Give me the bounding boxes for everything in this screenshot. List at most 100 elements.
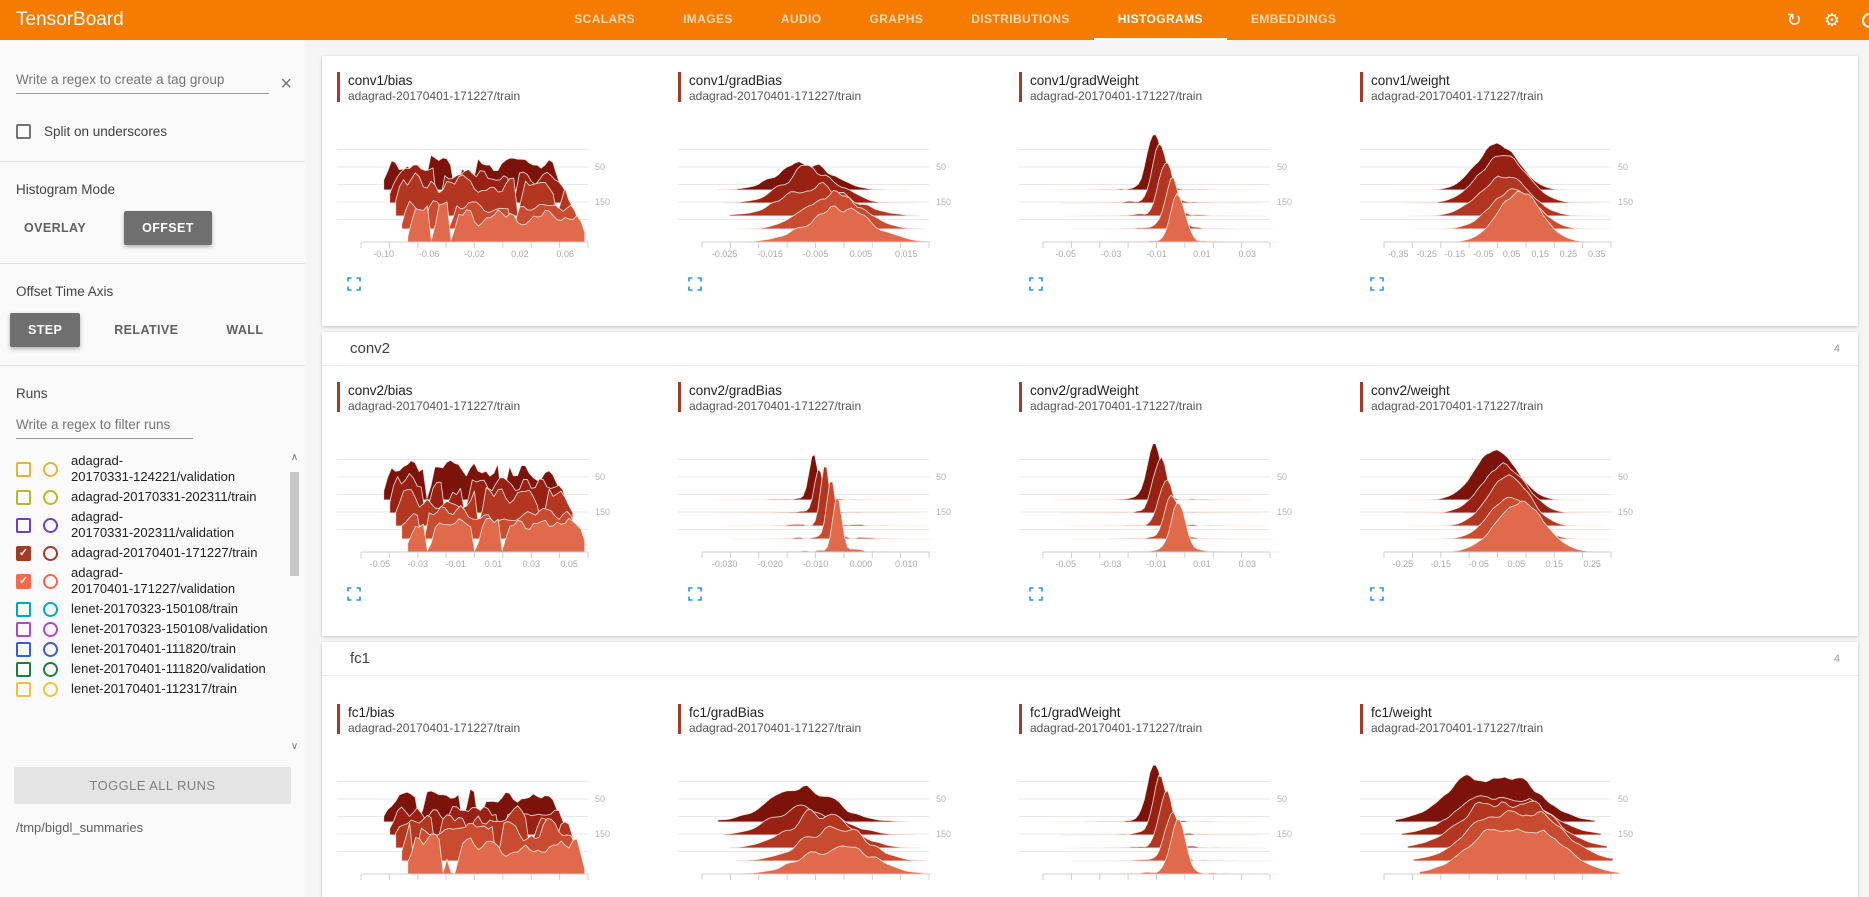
- scroll-down-icon[interactable]: ∨: [290, 741, 299, 752]
- run-color-circle: [43, 461, 58, 477]
- run-accent-bar: [678, 72, 681, 102]
- histogram-plot[interactable]: 50 150 -0.05 -0.03 -0.01 0.01 0.03: [1019, 428, 1360, 581]
- histogram-plot[interactable]: 50 150: [337, 750, 678, 897]
- run-item[interactable]: lenet-20170401-112317/train: [16, 681, 271, 697]
- histogram-plot[interactable]: 50 150 -0.10 -0.06 -0.02 0.02 0.06: [337, 118, 678, 271]
- scrollbar-thumb[interactable]: [290, 472, 299, 576]
- run-checkbox[interactable]: ✓: [16, 573, 31, 589]
- run-checkbox[interactable]: [16, 489, 31, 505]
- chart-card: conv1/weight adagrad-20170401-171227/trai…: [1360, 72, 1701, 296]
- scroll-up-icon[interactable]: ∧: [290, 452, 299, 463]
- tag-regex-input[interactable]: [16, 68, 270, 94]
- split-underscores-row[interactable]: Split on underscores: [0, 108, 305, 161]
- section-header-fc1[interactable]: fc1 4: [322, 642, 1858, 676]
- section-header-conv2[interactable]: conv2 4: [322, 332, 1858, 366]
- offset-mode-button[interactable]: OFFSET: [124, 211, 212, 245]
- expand-chart-button[interactable]: [347, 587, 361, 602]
- svg-text:-0.05: -0.05: [1055, 249, 1076, 259]
- histogram-plot[interactable]: 50 150 -0.25 -0.15 -0.05 0.05 0.15 0.25: [1360, 428, 1701, 581]
- run-item[interactable]: adagrad- 20170331-202311/validation: [16, 509, 271, 541]
- svg-text:50: 50: [1277, 794, 1287, 804]
- run-item[interactable]: lenet-20170323-150108/train: [16, 601, 271, 617]
- runs-regex-input[interactable]: [16, 413, 193, 439]
- settings-gear-icon[interactable]: ⚙: [1823, 10, 1840, 30]
- section-title: fc1: [350, 650, 371, 667]
- histogram-plot[interactable]: 50 150 -0.05 -0.03 -0.01 0.01 0.03 0.05: [337, 428, 678, 581]
- split-underscores-checkbox[interactable]: [16, 124, 31, 139]
- svg-text:0.03: 0.03: [523, 559, 541, 569]
- run-checkbox[interactable]: [16, 641, 31, 657]
- tab-images[interactable]: IMAGES: [683, 12, 733, 26]
- split-underscores-label: Split on underscores: [44, 124, 168, 139]
- charts-row: fc1/bias adagrad-20170401-171227/train 50 1…: [322, 676, 1858, 897]
- run-checkbox[interactable]: [16, 621, 31, 637]
- tab-audio[interactable]: AUDIO: [780, 12, 822, 26]
- run-checkbox[interactable]: [16, 517, 31, 533]
- run-checkbox[interactable]: ✓: [16, 545, 31, 561]
- tab-graphs[interactable]: GRAPHS: [869, 12, 924, 26]
- expand-chart-button[interactable]: [347, 277, 361, 292]
- run-accent-bar: [337, 704, 340, 734]
- histogram-plot[interactable]: 50 150: [1360, 750, 1701, 897]
- histogram-plot[interactable]: 50 150 -0.025 -0.015 -0.005 0.005 0.015: [678, 118, 1019, 271]
- wall-axis-button[interactable]: WALL: [212, 313, 277, 347]
- expand-chart-button[interactable]: [1370, 277, 1384, 292]
- run-checkbox[interactable]: [16, 601, 31, 617]
- expand-chart-button[interactable]: [688, 277, 702, 292]
- histogram-plot[interactable]: 50 150 -0.35 -0.25 -0.15 -0.05 0.05 0.15 0.25 0.3…: [1360, 118, 1701, 271]
- chart-card: conv2/bias adagrad-20170401-171227/train 5…: [337, 382, 678, 606]
- run-item[interactable]: ✓ adagrad-20170401-171227/train: [16, 545, 271, 561]
- overlay-mode-button[interactable]: OVERLAY: [10, 211, 100, 245]
- refresh-icon[interactable]: ↻: [1786, 10, 1802, 30]
- histogram-plot[interactable]: 50 150: [1019, 750, 1360, 897]
- chart-header: fc1/bias adagrad-20170401-171227/train: [337, 704, 678, 736]
- run-item[interactable]: lenet-20170323-150108/validation: [16, 621, 271, 637]
- svg-text:50: 50: [1277, 472, 1287, 482]
- svg-text:-0.05: -0.05: [1055, 559, 1076, 569]
- tab-embeddings[interactable]: EMBEDDINGS: [1250, 12, 1337, 26]
- run-item[interactable]: adagrad-20170331-202311/train: [16, 489, 271, 505]
- help-icon[interactable]: [1862, 12, 1869, 28]
- run-accent-bar: [1360, 704, 1363, 734]
- tab-distributions[interactable]: DISTRIBUTIONS: [971, 12, 1070, 26]
- relative-axis-button[interactable]: RELATIVE: [100, 313, 192, 347]
- charts-row: conv2/bias adagrad-20170401-171227/train 5…: [322, 366, 1858, 636]
- expand-chart-button[interactable]: [1370, 587, 1384, 602]
- run-checkbox[interactable]: [16, 461, 31, 477]
- chart-run-label: adagrad-20170401-171227/train: [1030, 399, 1203, 413]
- expand-chart-button[interactable]: [1029, 277, 1043, 292]
- expand-chart-button[interactable]: [688, 587, 702, 602]
- step-axis-button[interactable]: STEP: [10, 313, 81, 347]
- histogram-plot[interactable]: 50 150 -0.030 -0.020 -0.010 0.000 0.010: [678, 428, 1019, 581]
- svg-text:0.15: 0.15: [1546, 559, 1564, 569]
- section-card-conv1: conv1/bias adagrad-20170401-171227/train 5…: [322, 56, 1858, 326]
- run-item[interactable]: lenet-20170401-111820/validation: [16, 661, 271, 677]
- chart-run-label: adagrad-20170401-171227/train: [1371, 721, 1544, 735]
- chart-header: conv2/gradWeight adagrad-20170401-171227/…: [1019, 382, 1360, 414]
- svg-text:-0.010: -0.010: [803, 559, 829, 569]
- svg-text:-0.05: -0.05: [1473, 249, 1494, 259]
- chart-header: fc1/weight adagrad-20170401-171227/train: [1360, 704, 1701, 736]
- run-item[interactable]: adagrad- 20170331-124221/validation: [16, 453, 271, 485]
- chart-title: conv1/gradBias: [689, 73, 783, 88]
- chart-run-label: adagrad-20170401-171227/train: [348, 721, 521, 735]
- chart-card: conv2/gradWeight adagrad-20170401-171227/…: [1019, 382, 1360, 606]
- run-checkbox[interactable]: [16, 681, 31, 697]
- histogram-plot[interactable]: 50 150 -0.05 -0.03 -0.01 0.01 0.03: [1019, 118, 1360, 271]
- svg-text:-0.15: -0.15: [1431, 559, 1452, 569]
- check-icon: ✓: [18, 546, 29, 559]
- run-checkbox[interactable]: [16, 661, 31, 677]
- run-item[interactable]: lenet-20170401-111820/train: [16, 641, 271, 657]
- run-accent-bar: [1360, 72, 1363, 102]
- tab-scalars[interactable]: SCALARS: [574, 12, 636, 26]
- chart-header: conv2/gradBias adagrad-20170401-171227/tr…: [678, 382, 1019, 414]
- close-icon[interactable]: ×: [280, 73, 292, 95]
- tab-histograms[interactable]: HISTOGRAMS: [1093, 0, 1227, 40]
- expand-chart-button[interactable]: [1029, 587, 1043, 602]
- svg-text:150: 150: [1277, 507, 1292, 517]
- svg-text:0.01: 0.01: [1193, 559, 1211, 569]
- toggle-all-runs-button[interactable]: TOGGLE ALL RUNS: [14, 767, 291, 804]
- svg-text:0.05: 0.05: [560, 559, 578, 569]
- run-item[interactable]: ✓ adagrad- 20170401-171227/validation: [16, 565, 271, 597]
- histogram-plot[interactable]: 50 150: [678, 750, 1019, 897]
